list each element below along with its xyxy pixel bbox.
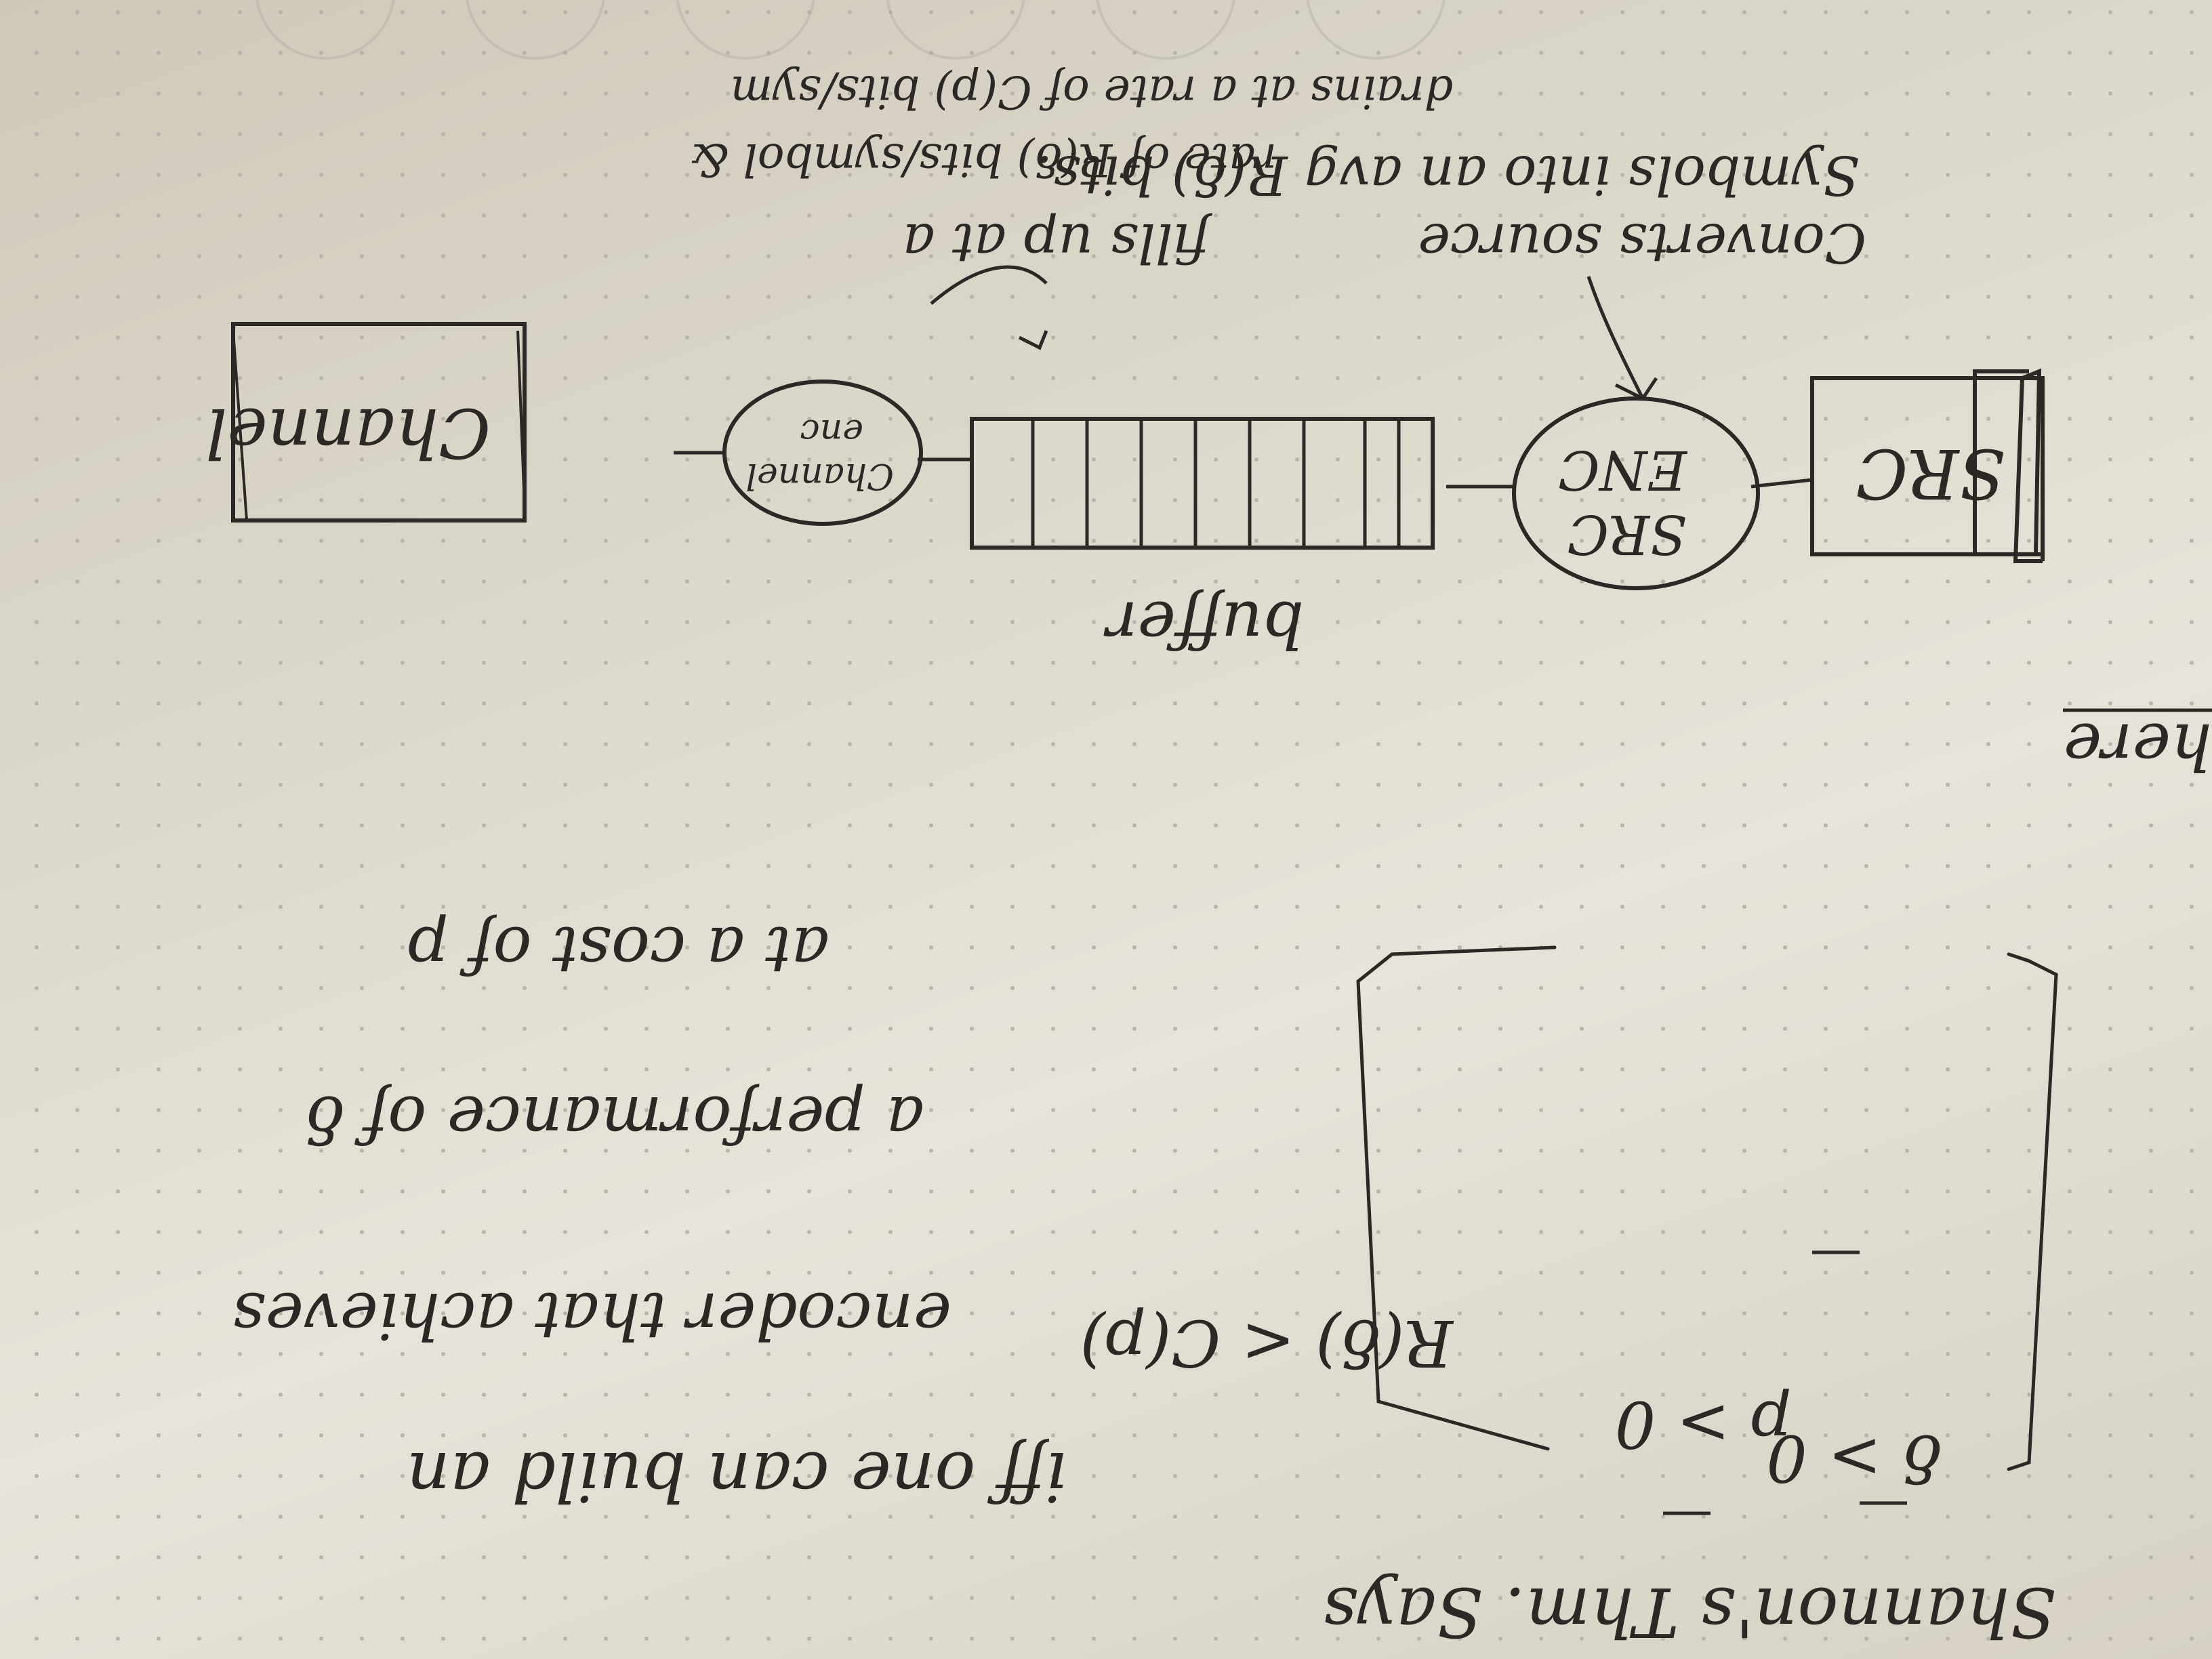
src-enc-label-1: SRC [1567, 503, 1687, 566]
channel-enc-label-2: enc [800, 411, 863, 452]
buffer-label: buffer [1107, 587, 1304, 661]
converts-note-line-1: Converts source [1418, 211, 1866, 274]
fills-note-line-2: rate of R(δ) bits/symbol & [689, 134, 1277, 186]
channel-enc-label-1: Channel [745, 455, 894, 496]
src-enc-label-2: ENC [1558, 438, 1687, 501]
channel-box-label: Channel [205, 393, 491, 472]
fills-note-line-1: fills up at a [902, 211, 1209, 274]
fills-note-line-3: drains at a rate of C(p) bits/sym [730, 66, 1453, 118]
src-box-label: SRC [1856, 434, 2005, 513]
